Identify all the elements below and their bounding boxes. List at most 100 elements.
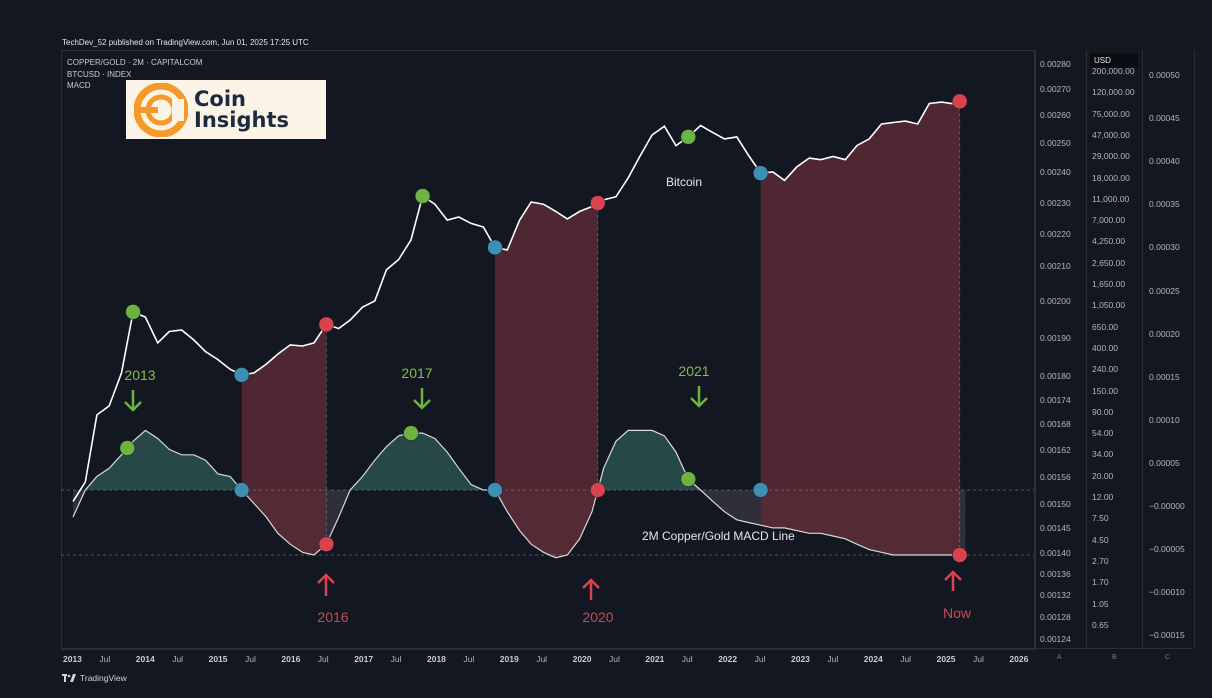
axis-b-tick-24: 1.70 (1092, 577, 1109, 588)
axis-b-tick-3: 47,000.00 (1092, 129, 1130, 140)
axis-b-tick-20: 12.00 (1092, 492, 1114, 502)
axis-b-tick-26: 0.65 (1092, 619, 1109, 630)
axis-b-tick-13: 400.00 (1092, 342, 1118, 353)
btc-peak-marker-3 (680, 129, 697, 145)
axis-c-tick-6: 0.00020 (1149, 328, 1180, 339)
time-label-13: Jul (536, 654, 548, 664)
macd-trough-marker-3 (951, 547, 968, 563)
legend: COPPER/GOLD · 2M · CAPITALCOM BTCUSD · I… (67, 57, 202, 92)
time-label-21: Jul (827, 654, 839, 664)
tradingview-footer[interactable]: TradingView (62, 673, 127, 683)
macd-trough-marker-2 (590, 482, 606, 498)
time-axis[interactable]: 2013 Jul 2014 Jul 2015 Jul 2016 Jul 2017 Jul 2018 J… (61, 648, 1193, 667)
axis-c-tick-1: 0.00045 (1149, 113, 1180, 124)
bear-zone-3 (760, 101, 960, 556)
price-axis-a[interactable] (1034, 50, 1087, 648)
btc-sell-marker-1 (318, 316, 335, 333)
arrow-2016-head (317, 573, 335, 584)
price-axis-b[interactable] (1086, 50, 1143, 648)
time-label-11: Jul (463, 654, 475, 664)
axis-b-tick-17: 54.00 (1092, 428, 1114, 439)
axis-a-tick-1: 0.00270 (1040, 84, 1071, 94)
macd-cross-marker-3 (752, 482, 769, 498)
time-label-14: 2020 (572, 654, 592, 664)
label-2017: 2017 (401, 365, 433, 381)
axis-b-tick-12: 650.00 (1092, 321, 1118, 332)
axis-a-tick-7: 0.00210 (1040, 261, 1071, 271)
axis-b-tick-0: 200,000.00 (1092, 66, 1135, 76)
legend-copper-gold[interactable]: COPPER/GOLD · 2M · CAPITALCOM (67, 58, 203, 67)
logo-trademark: ™ (332, 84, 338, 90)
price-axis-c[interactable] (1142, 50, 1195, 648)
time-label-5: Jul (245, 654, 256, 664)
macd-line-label: 2M Copper/Gold MACD Line (642, 529, 795, 543)
btc-cross-marker-1 (233, 367, 250, 383)
axis-c-tick-2: 0.00040 (1149, 156, 1180, 167)
axis-a-tick-11: 0.00174 (1040, 395, 1071, 405)
axis-b-tick-15: 150.00 (1092, 385, 1118, 396)
currency-badge[interactable]: USD (1090, 53, 1138, 68)
btc-sell-marker-2 (590, 195, 606, 211)
pane-label-b: B (1112, 654, 1117, 661)
pane-label-a: A (1057, 654, 1062, 661)
axis-b-tick-7: 7,000.00 (1092, 215, 1126, 226)
axis-a-tick-13: 0.00162 (1040, 445, 1071, 455)
coin-insights-logo: Coin Insights ™ (126, 80, 338, 139)
macd-peak-marker-2 (403, 425, 419, 441)
axis-c-tick-12: −0.00010 (1149, 587, 1185, 598)
axis-a-tick-20: 0.00128 (1040, 612, 1071, 622)
time-label-7: Jul (317, 654, 329, 664)
axis-c-tick-13: −0.00015 (1149, 630, 1185, 641)
time-label-15: Jul (609, 654, 620, 664)
legend-btcusd[interactable]: BTCUSD · INDEX (67, 69, 132, 79)
time-label-10: 2018 (427, 654, 446, 664)
bear-zone-2 (495, 202, 598, 558)
arrow-2017-head (413, 399, 431, 410)
axis-a-tick-2: 0.00260 (1040, 110, 1071, 120)
axis-b-tick-4: 29,000.00 (1092, 151, 1130, 162)
arrow-2021-head (690, 397, 708, 408)
axis-c-tick-8: 0.00010 (1149, 414, 1180, 425)
logo-word-coin: Coin (194, 86, 246, 111)
axis-b-tick-23: 2.70 (1092, 555, 1109, 566)
axis-a-tick-15: 0.00150 (1040, 499, 1071, 509)
macd-positive-area (73, 430, 966, 490)
axis-a-tick-6: 0.00220 (1040, 229, 1071, 239)
btc-cross-marker-2 (487, 239, 503, 256)
arrow-2013-head (124, 401, 142, 412)
arrow-now-head (944, 570, 962, 581)
time-label-26: 2026 (1009, 654, 1029, 664)
axis-a-tick-9: 0.00190 (1040, 333, 1071, 343)
axis-c-tick-11: −0.00005 (1149, 544, 1185, 555)
bitcoin-label: Bitcoin (666, 175, 703, 189)
macd-peak-marker-1 (119, 440, 136, 456)
axis-b-tick-8: 4,250.00 (1092, 236, 1126, 247)
axis-b-tick-18: 34.00 (1092, 449, 1114, 460)
time-label-20: 2023 (791, 654, 810, 664)
axis-a-tick-19: 0.00132 (1040, 590, 1071, 600)
axis-a-tick-12: 0.00168 (1040, 419, 1071, 429)
axis-c-tick-0: 0.00050 (1149, 70, 1180, 80)
time-label-9: Jul (390, 654, 402, 664)
bear-zone-1 (241, 324, 327, 555)
btc-peak-marker-2 (414, 188, 431, 204)
legend-macd[interactable]: MACD (67, 81, 91, 90)
axis-c-tick-5: 0.00025 (1149, 285, 1180, 296)
time-label-18: 2022 (718, 654, 738, 664)
macd-cross-marker-2 (487, 482, 503, 498)
publisher-credit: TechDev_52 published on TradingView.com,… (62, 38, 309, 47)
time-label-24: 2025 (936, 654, 956, 664)
axis-a-tick-8: 0.00200 (1040, 296, 1071, 306)
time-label-6: 2016 (281, 654, 301, 664)
time-label-19: Jul (754, 654, 766, 664)
time-label-8: 2017 (354, 654, 374, 664)
label-2021: 2021 (678, 363, 710, 379)
axis-c-tick-4: 0.00030 (1149, 242, 1180, 253)
label-now: Now (942, 605, 972, 621)
time-label-12: 2019 (499, 654, 519, 664)
axis-b-tick-19: 20.00 (1092, 470, 1114, 481)
time-label-22: 2024 (863, 654, 883, 664)
axis-a-tick-17: 0.00140 (1040, 548, 1071, 558)
axis-b-tick-1: 120,000.00 (1092, 87, 1135, 98)
